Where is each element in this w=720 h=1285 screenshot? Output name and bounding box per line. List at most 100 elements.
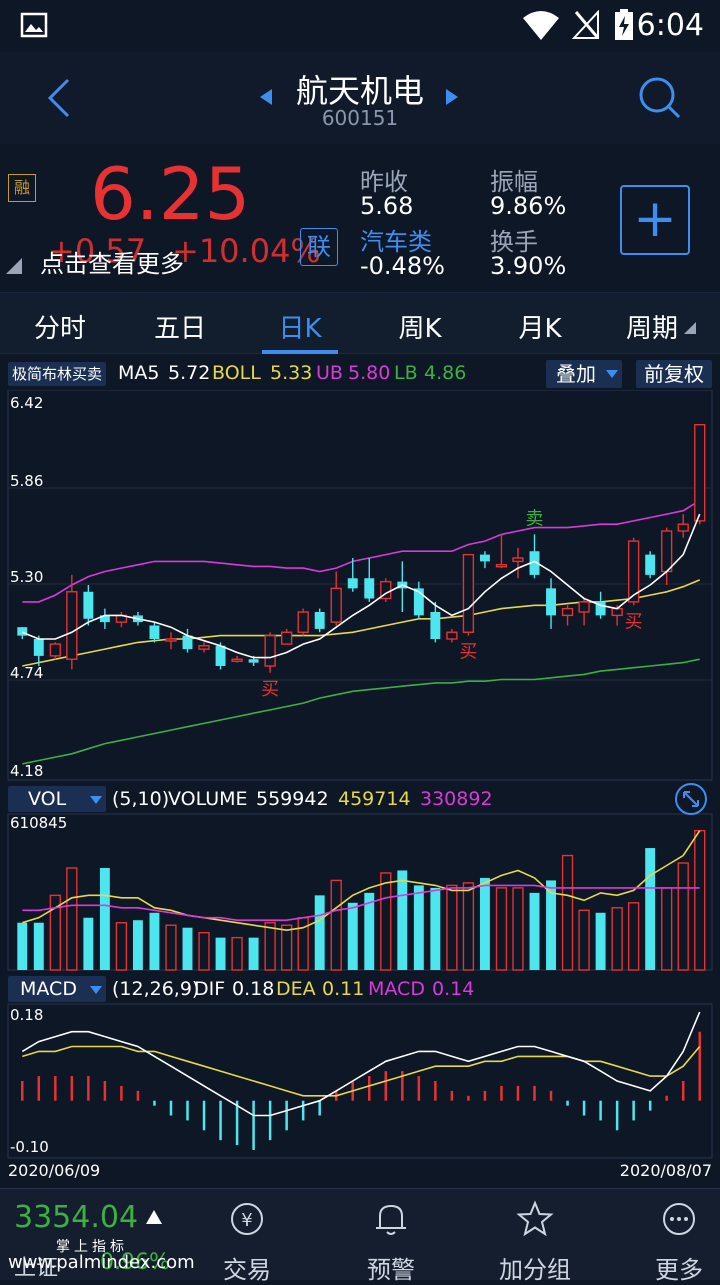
watermark-title: 掌上指标	[56, 1239, 128, 1255]
price-axis-label: 5.30	[10, 568, 43, 586]
macd-selector-label: MACD	[20, 978, 77, 1000]
candle-body	[661, 530, 673, 573]
macd-selector[interactable]: MACD	[8, 976, 106, 1002]
battery-charging-icon	[615, 9, 633, 40]
buy-signal-label: 买	[459, 642, 477, 663]
date-end-label: 2020/08/07	[620, 1161, 712, 1180]
index-value[interactable]: 3354.04	[14, 1200, 139, 1235]
chevron-down-icon	[90, 986, 102, 994]
vol-params: (5,10)	[112, 788, 170, 810]
prev-close-value: 5.68	[360, 192, 414, 220]
volume-bar	[677, 862, 689, 971]
next-stock-icon[interactable]	[444, 88, 460, 106]
volume-bar	[198, 931, 210, 971]
candle-body	[495, 564, 508, 568]
candle-body	[430, 612, 441, 639]
candle-body	[578, 601, 590, 613]
boll-label: BOLL	[212, 362, 261, 384]
candle-body	[49, 643, 61, 657]
nav-add-group[interactable]: 加分组	[499, 1256, 571, 1284]
stock-code: 600151	[321, 106, 399, 130]
sell-signal-label: 卖	[526, 508, 544, 529]
ma5-value: 5.72	[168, 362, 211, 384]
volume-bar	[165, 924, 177, 971]
nav-alert[interactable]: 预警	[367, 1256, 415, 1284]
wifi-icon	[523, 11, 559, 40]
tab-five-day[interactable]: 五日	[153, 314, 206, 344]
volume-bar	[479, 877, 490, 970]
indicator-selector[interactable]: 极简布林买卖	[8, 362, 106, 386]
watermark-url: www.palmindex.com	[8, 1252, 195, 1273]
view-more-tip[interactable]: 点击查看更多	[40, 250, 184, 278]
overlay-label: 叠加	[556, 362, 596, 386]
candle-body	[280, 631, 293, 645]
candle-body	[99, 615, 110, 623]
sector-link[interactable]: 汽车类	[360, 228, 432, 256]
volume-bar	[248, 937, 259, 970]
candle-body	[231, 658, 243, 662]
vol-selector-label: VOL	[28, 788, 67, 810]
candle-body	[694, 423, 706, 522]
stock-title: 航天机电	[295, 72, 424, 110]
link-badge[interactable]: 联	[300, 228, 338, 266]
adjust-button[interactable]: 前复权	[636, 360, 712, 388]
candle-body	[645, 554, 656, 575]
candle-body	[413, 588, 424, 616]
candle-body	[330, 587, 342, 623]
svg-text:¥: ¥	[241, 1210, 252, 1231]
trade-icon[interactable]: ¥	[228, 1200, 266, 1238]
status-bar: 6:04	[0, 0, 720, 52]
prev-close-label: 昨收	[360, 168, 408, 196]
star-icon[interactable]	[516, 1200, 554, 1238]
nav-more[interactable]: 更多	[655, 1256, 703, 1284]
tab-period[interactable]: 周期	[625, 314, 678, 344]
vol-selector[interactable]: VOL	[8, 786, 106, 812]
volume-bar	[694, 829, 706, 971]
tab-weekly-k[interactable]: 周K	[398, 314, 442, 344]
kline-chart[interactable]: 6.425.865.304.744.18买买卖买6108450.18-0.102…	[0, 390, 720, 1180]
nav-trade[interactable]: 交易	[223, 1256, 271, 1284]
tab-intraday[interactable]: 分时	[33, 314, 86, 344]
signal-off-icon	[572, 10, 600, 39]
dif-label: DIF	[194, 978, 226, 1000]
more-icon[interactable]	[660, 1200, 698, 1238]
macd-params: (12,26,9)	[112, 978, 200, 1000]
candle-body	[165, 638, 177, 642]
macd-value: 0.14	[432, 978, 475, 1000]
volume-bar	[512, 887, 524, 971]
vol-ma10-line	[22, 884, 700, 922]
volume-bar	[462, 882, 475, 971]
image-notification-icon	[20, 12, 48, 38]
volume-bar	[561, 854, 574, 971]
candle-body	[446, 631, 458, 640]
volume-bar	[364, 892, 375, 970]
volume-bar	[380, 872, 392, 971]
price-axis-label: 4.18	[10, 762, 43, 780]
candle-body	[611, 607, 623, 617]
add-watchlist-button[interactable]: +	[620, 185, 690, 255]
tab-monthly-k[interactable]: 月K	[518, 314, 562, 344]
status-time: 6:04	[636, 8, 704, 43]
period-tabs	[0, 292, 720, 354]
macd-dif-line	[21, 1011, 701, 1117]
candle-body	[33, 639, 44, 656]
overlay-dropdown[interactable]: 叠加	[546, 360, 622, 388]
macd-axis-top: 0.18	[10, 1006, 43, 1024]
candle-body	[248, 659, 259, 663]
dea-label: DEA	[276, 978, 316, 1000]
volume-bar	[347, 902, 358, 970]
prev-stock-icon[interactable]	[258, 88, 274, 106]
candle-body	[182, 635, 193, 650]
bell-icon[interactable]	[372, 1200, 410, 1238]
volume-bar	[231, 936, 243, 971]
tab-daily-k[interactable]: 日K	[278, 314, 322, 344]
app-header	[0, 52, 720, 144]
volume-bar	[495, 887, 508, 971]
lb-label: LB	[394, 362, 418, 384]
amplitude-label: 振幅	[490, 168, 538, 196]
back-icon[interactable]	[44, 76, 74, 120]
chevron-down-icon	[90, 796, 102, 804]
candle-body	[66, 591, 78, 660]
expand-icon[interactable]	[674, 782, 708, 816]
search-icon[interactable]	[636, 74, 682, 120]
